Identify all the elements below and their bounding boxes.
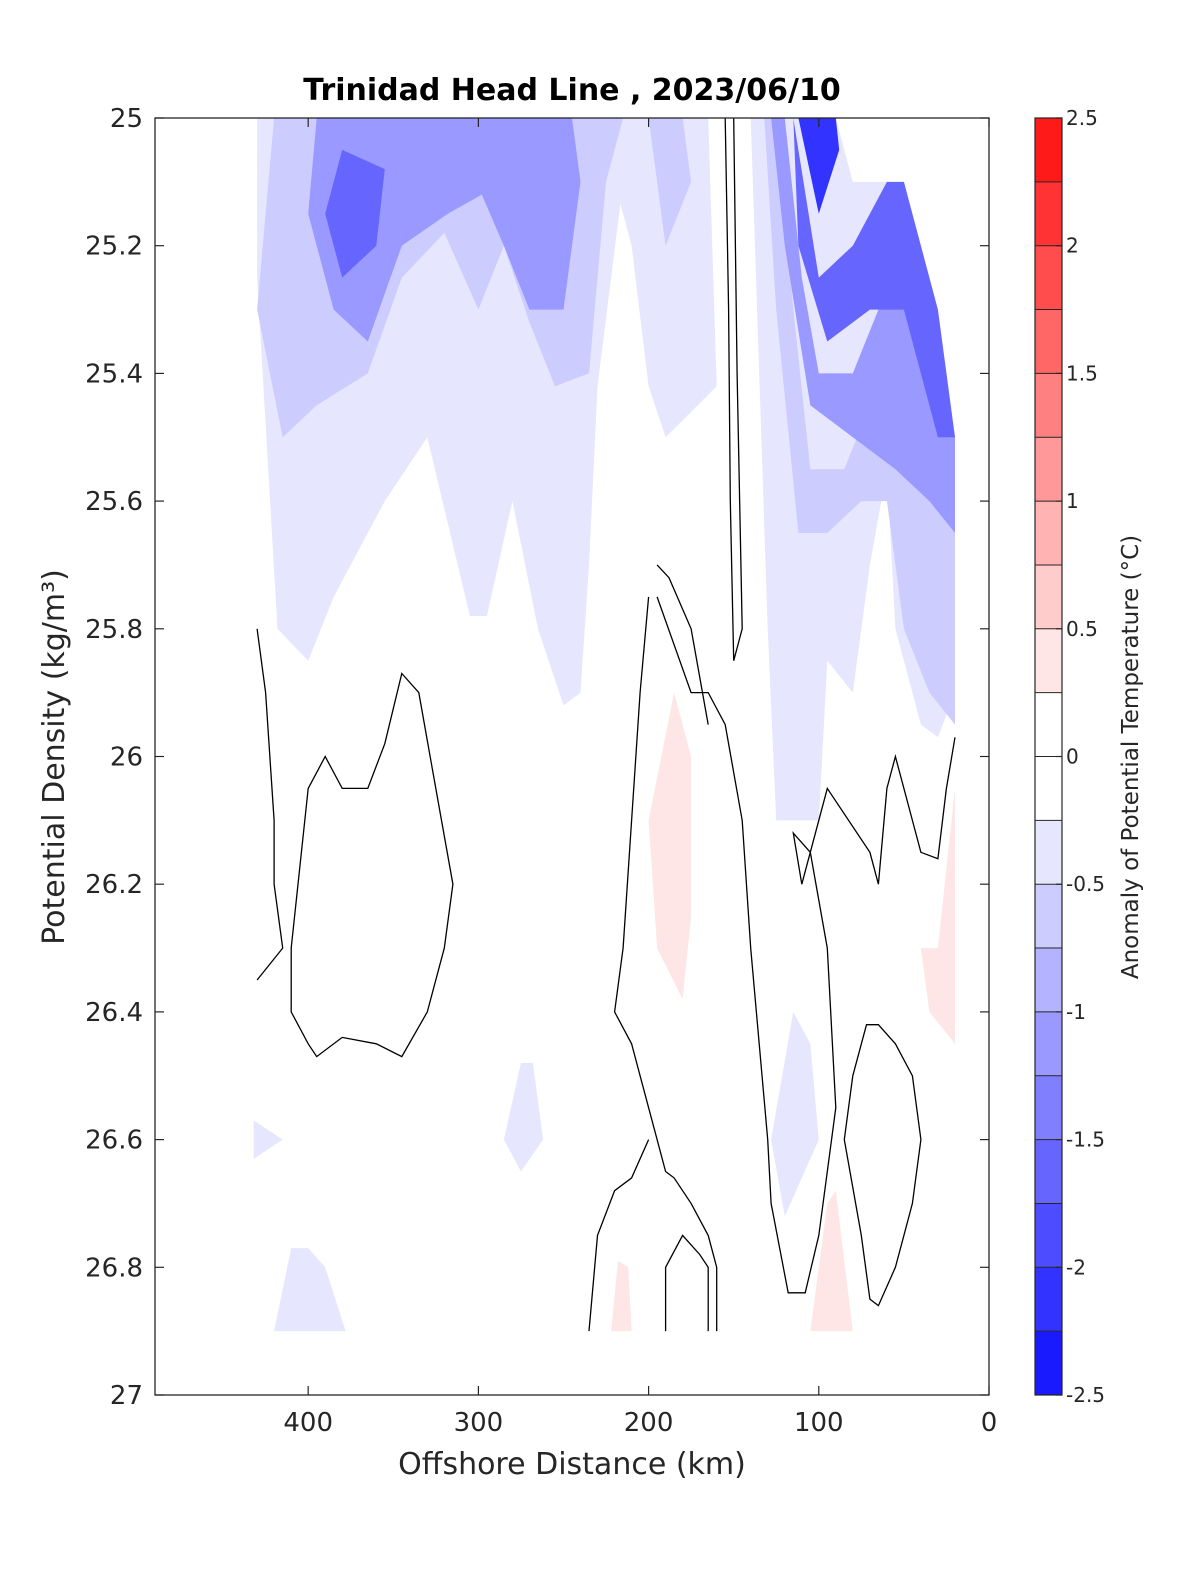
- colorbar-segment: [1035, 628, 1062, 694]
- anomaly-region-11: [793, 118, 955, 438]
- colorbar-tick-label: 0: [1066, 745, 1079, 769]
- anomaly-region-12: [798, 118, 840, 214]
- colorbar: -2.5 -2 -1.5 -1 -0.5 0 0.5 1 1.5 2 2.5 Anomaly of …: [1034, 106, 1144, 1407]
- colorbar-segment: [1035, 692, 1062, 757]
- y-tick-label: 26.6: [85, 1126, 143, 1156]
- zero-contour-4: [656, 564, 709, 725]
- colorbar-segment: [1035, 309, 1062, 374]
- colorbar-tick-label: -0.5: [1066, 872, 1105, 896]
- y-tick-label: 26: [110, 743, 143, 773]
- zero-contour-8: [843, 1024, 922, 1307]
- y-tick-label: 26.2: [85, 870, 143, 900]
- y-axis-label: Potential Density (kg/m³): [37, 569, 72, 945]
- colorbar-tick-label: 1: [1066, 489, 1079, 513]
- colorbar-tick-label: -2: [1066, 1255, 1086, 1279]
- colorbar-segment: [1035, 1011, 1062, 1077]
- colorbar-segment: [1035, 884, 1062, 949]
- x-tick-label: 100: [794, 1408, 844, 1438]
- colorbar-segment: [1035, 1267, 1062, 1332]
- colorbar-segment: [1035, 564, 1062, 630]
- zero-contour-2: [724, 118, 743, 661]
- anomaly-region-13: [648, 692, 692, 1000]
- x-tick-label: 300: [454, 1408, 504, 1438]
- y-tick-label: 25.4: [85, 359, 143, 389]
- colorbar-segment: [1035, 501, 1062, 566]
- zero-contour-6: [588, 1139, 650, 1332]
- chart-title: Trinidad Head Line , 2023/06/10: [303, 73, 840, 108]
- anomaly-region-4: [274, 1248, 346, 1332]
- y-tick-label: 25: [110, 104, 143, 134]
- anomaly-region-14: [920, 788, 955, 1044]
- colorbar-ticks: -2.5 -2 -1.5 -1 -0.5 0 0.5 1 1.5 2 2.5: [1056, 106, 1105, 1407]
- anomaly-region-3: [503, 1063, 544, 1172]
- anomaly-region-5: [771, 1011, 819, 1217]
- colorbar-tick-label: -1.5: [1066, 1128, 1105, 1152]
- colorbar-tick-label: -1: [1066, 1000, 1086, 1024]
- anomaly-region-2: [253, 1120, 283, 1159]
- colorbar-tick-label: -2.5: [1066, 1383, 1105, 1407]
- y-axis-ticks: 25 25.2 25.4 25.6 25.8 26 26.2 26.4 26.6 26.8 27: [85, 104, 989, 1411]
- anomaly-region-15: [810, 1190, 853, 1332]
- zero-contour-3: [656, 596, 956, 1294]
- colorbar-segment: [1035, 118, 1062, 183]
- colorbar-segment: [1035, 1075, 1062, 1141]
- colorbar-segment: [1035, 756, 1062, 821]
- zero-contour-5: [613, 596, 718, 1332]
- zero-contour-0: [256, 628, 284, 981]
- x-axis-label: Offshore Distance (km): [398, 1447, 746, 1482]
- x-tick-label: 200: [624, 1408, 674, 1438]
- zero-contour-7: [664, 1234, 709, 1332]
- colorbar-tick-label: 1.5: [1066, 361, 1098, 385]
- y-tick-label: 25.6: [85, 487, 143, 517]
- colorbar-segment: [1035, 948, 1062, 1013]
- colorbar-segment: [1035, 437, 1062, 502]
- colorbar-label: Anomaly of Potential Temperature (°C): [1118, 535, 1144, 979]
- anomaly-fill-regions: [253, 118, 956, 1332]
- y-tick-label: 26.4: [85, 998, 143, 1028]
- colorbar-segment: [1035, 1203, 1062, 1268]
- y-tick-label: 25.8: [85, 615, 143, 645]
- x-axis-ticks: 400 300 200 100 0: [283, 118, 997, 1438]
- y-tick-label: 27: [110, 1381, 143, 1411]
- x-tick-label: 400: [283, 1408, 333, 1438]
- y-tick-label: 25.2: [85, 232, 143, 262]
- colorbar-segment: [1035, 820, 1062, 885]
- anomaly-region-10: [325, 149, 385, 278]
- plot-area: 400 300 200 100 0 25 25.2 25.4 25.6 25.8 26 26.2 26…: [85, 104, 997, 1438]
- colorbar-segment: [1035, 245, 1062, 311]
- colorbar-segment: [1035, 1139, 1062, 1204]
- colorbar-segment: [1035, 1331, 1062, 1396]
- colorbar-tick-label: 2.5: [1066, 106, 1098, 130]
- y-tick-label: 26.8: [85, 1253, 143, 1283]
- colorbar-tick-label: 2: [1066, 234, 1079, 258]
- x-tick-label: 0: [981, 1408, 998, 1438]
- colorbar-tick-label: 0.5: [1066, 617, 1098, 641]
- anomaly-region-16: [611, 1260, 632, 1332]
- anomaly-region-9: [771, 118, 955, 533]
- colorbar-segments: [1035, 118, 1062, 1396]
- colorbar-segment: [1035, 373, 1062, 438]
- zero-contour-1: [290, 672, 454, 1058]
- colorbar-segment: [1035, 181, 1062, 247]
- anomaly-region-7: [764, 118, 955, 725]
- zero-contour-lines: [256, 118, 956, 1332]
